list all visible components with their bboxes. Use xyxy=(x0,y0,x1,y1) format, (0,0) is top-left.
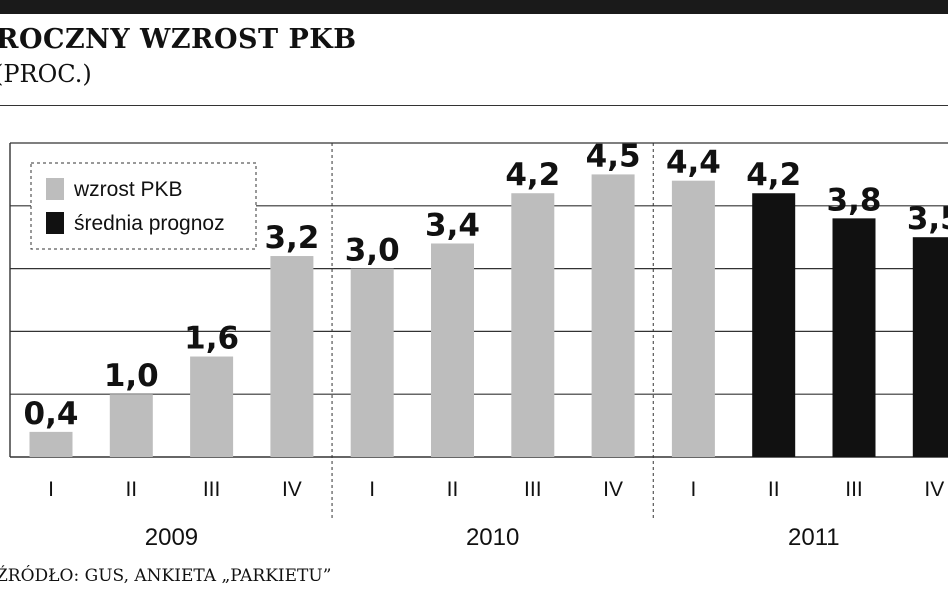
bar xyxy=(671,180,715,457)
value-label: 3,8 xyxy=(827,182,882,218)
legend: wzrost PKB średnia prognoz xyxy=(30,162,257,250)
bar xyxy=(431,243,474,457)
source-note: ŹRÓDŁO: GUS, ANKIETA „PARKIETU” xyxy=(0,566,332,586)
bar xyxy=(29,431,73,457)
x-tick-label: II xyxy=(447,478,459,501)
bar xyxy=(832,218,876,457)
x-tick-label: IV xyxy=(924,478,944,501)
x-tick-label: III xyxy=(845,478,863,501)
bar xyxy=(270,256,314,457)
value-label: 1,0 xyxy=(104,358,159,394)
header-rule xyxy=(0,105,948,106)
value-label: 0,4 xyxy=(24,396,79,432)
bar xyxy=(190,356,234,457)
year-label: 2011 xyxy=(788,524,840,551)
bar xyxy=(912,237,948,457)
year-label: 2010 xyxy=(466,524,519,551)
x-tick-label: I xyxy=(690,478,696,501)
value-label: 4,2 xyxy=(505,157,560,193)
value-label: 4,4 xyxy=(666,145,721,181)
legend-swatch-actual xyxy=(46,178,64,200)
bar-chart: 0,4 1,0 1,6 3,2 3,0 3,4 4,2 4,5 4,4 4,2 3,8 3,5 200… xyxy=(9,138,948,551)
legend-label-forecast: średnia prognoz xyxy=(74,212,225,235)
bar xyxy=(511,193,555,458)
legend-label-actual: wzrost PKB xyxy=(73,178,183,201)
value-label: 4,5 xyxy=(586,138,641,174)
value-label: 1,6 xyxy=(184,321,239,357)
x-tick-label: I xyxy=(48,478,54,501)
bar xyxy=(109,394,153,457)
bar xyxy=(350,268,394,457)
x-tick-label: III xyxy=(524,478,542,501)
x-tick-label: I xyxy=(369,478,375,501)
value-label: 3,2 xyxy=(264,220,319,256)
value-label: 3,5 xyxy=(907,201,948,237)
legend-box xyxy=(30,162,257,250)
value-label: 4,2 xyxy=(746,157,801,193)
bars xyxy=(29,174,948,458)
x-tick-label: IV xyxy=(282,478,302,501)
x-tick-label: III xyxy=(203,478,221,501)
value-labels: 0,4 1,0 1,6 3,2 3,0 3,4 4,2 4,5 4,4 4,2 3,8 3,5 xyxy=(24,138,948,431)
x-tick-label: II xyxy=(768,478,780,501)
legend-swatch-forecast xyxy=(46,212,64,234)
year-label: 2009 xyxy=(145,524,198,551)
chart-title: ROCZNY WZROST PKB xyxy=(0,24,357,55)
chart-subtitle: (PROC.) xyxy=(0,60,92,88)
top-bar xyxy=(0,0,948,14)
bar xyxy=(752,193,796,458)
value-label: 3,0 xyxy=(345,233,400,269)
x-tick-label: IV xyxy=(603,478,623,501)
x-tick-label: II xyxy=(125,478,137,501)
value-label: 3,4 xyxy=(425,207,480,243)
bar xyxy=(591,174,635,457)
